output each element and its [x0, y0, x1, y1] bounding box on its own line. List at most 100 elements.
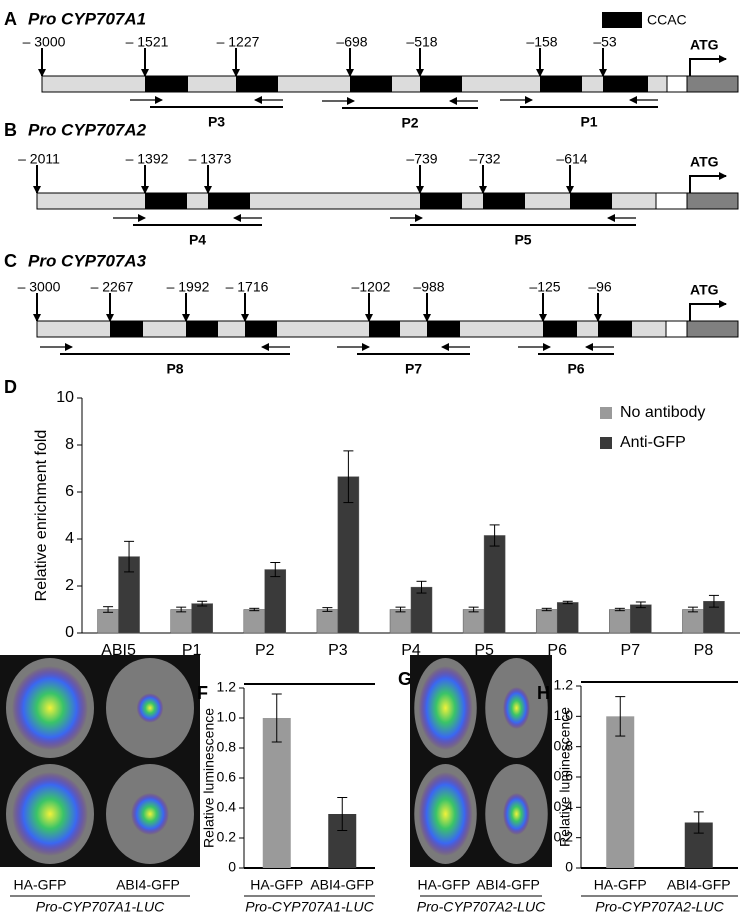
y-tick-label: 0 — [65, 624, 74, 641]
panel-label: H — [537, 683, 550, 703]
luminescence — [12, 666, 88, 750]
ccac-box — [420, 193, 462, 209]
luminescence — [418, 666, 473, 750]
bar — [170, 609, 192, 634]
bar — [410, 586, 433, 634]
legend-label: No antibody — [620, 404, 705, 421]
image-label: HA-GFP — [14, 877, 67, 893]
bar — [630, 604, 652, 634]
luminescence — [136, 693, 164, 723]
utr — [666, 75, 688, 93]
bar — [262, 718, 291, 868]
luminescence — [418, 772, 473, 856]
atg-arrow — [689, 300, 727, 321]
legend-swatch — [600, 407, 612, 419]
primer-label: P7 — [405, 361, 422, 377]
ccac-box — [245, 321, 277, 337]
ccac-box — [483, 193, 525, 209]
y-tick-label: 0 — [228, 859, 236, 875]
y-tick-label: 0.6 — [554, 768, 574, 784]
atg-arrow — [689, 55, 727, 76]
promoter-title: Pro CYP707A3 — [28, 251, 147, 270]
site-label: –53 — [593, 34, 617, 50]
y-tick-label: 0 — [565, 859, 573, 875]
y-axis-label: Relative luminescence — [557, 707, 573, 847]
x-tick-label: P8 — [694, 642, 714, 659]
y-tick-label: 2 — [65, 577, 74, 594]
ccac-legend-label: CCAC — [647, 12, 687, 28]
site-label: – 2011 — [18, 151, 60, 167]
primer-label: P2 — [401, 115, 418, 131]
x-tick-label: P5 — [474, 642, 494, 659]
bar — [97, 609, 119, 634]
ccac-box — [420, 76, 462, 92]
bar — [389, 609, 412, 634]
panel-label: F — [197, 683, 208, 703]
bar — [316, 609, 339, 634]
ccac-box — [208, 193, 250, 209]
site-label: – 2267 — [91, 279, 134, 295]
atg-arrow — [689, 172, 727, 193]
primer-label: P6 — [567, 361, 584, 377]
legend-swatch — [600, 437, 612, 449]
ccac-box — [603, 76, 648, 92]
bar — [462, 609, 485, 634]
ccac-box — [110, 321, 143, 337]
utr — [655, 192, 688, 210]
primer-label: P8 — [166, 361, 183, 377]
ccac-legend-swatch — [602, 12, 642, 28]
panel-label: D — [4, 377, 17, 397]
bar — [264, 569, 287, 634]
start-codon: ATG — [690, 282, 719, 298]
y-tick-label: 8 — [65, 436, 74, 453]
promoter-title: Pro CYP707A1 — [28, 9, 146, 28]
panel-label: C — [4, 251, 17, 271]
coding — [686, 320, 739, 338]
site-label: – 1373 — [189, 151, 232, 167]
bar — [483, 535, 506, 634]
image-label: ABI4-GFP — [116, 877, 180, 893]
site-label: – 1992 — [167, 279, 210, 295]
legend-label: Anti-GFP — [620, 434, 686, 451]
ccac-box — [543, 321, 577, 337]
coding — [686, 75, 739, 93]
x-axis-label: Pro-CYP707A2-LUC — [595, 899, 724, 915]
site-label: –698 — [336, 34, 367, 50]
x-axis-label: Pro-CYP707A1-LUC — [245, 899, 374, 915]
x-tick-label: P4 — [401, 642, 421, 659]
y-tick-label: 0.4 — [554, 798, 574, 814]
utr — [665, 320, 688, 338]
site-label: –158 — [526, 34, 557, 50]
panel-label: G — [398, 669, 412, 689]
x-tick-label: ABI5 — [101, 642, 136, 659]
image-label: HA-GFP — [418, 877, 471, 893]
image-label: ABI4-GFP — [476, 877, 540, 893]
y-tick-label: 0.2 — [217, 829, 237, 845]
x-tick-label: HA-GFP — [250, 877, 303, 893]
start-codon: ATG — [690, 37, 719, 53]
bar — [535, 609, 558, 634]
primer-label: P5 — [514, 232, 531, 248]
x-tick-label: P6 — [547, 642, 567, 659]
luminescence — [503, 687, 530, 729]
y-tick-label: 0.4 — [217, 799, 237, 815]
y-tick-label: 0.8 — [217, 739, 237, 755]
primer-label: P1 — [580, 114, 597, 130]
luminescence — [12, 772, 88, 856]
y-tick-label: 1.2 — [554, 677, 574, 693]
y-tick-label: 0.2 — [554, 828, 574, 844]
promoter-title: Pro CYP707A2 — [28, 120, 147, 139]
primer-label: P3 — [208, 114, 225, 130]
ccac-box — [427, 321, 460, 337]
x-tick-label: ABI4-GFP — [310, 877, 374, 893]
x-tick-label: P1 — [182, 642, 202, 659]
site-label: –614 — [556, 151, 587, 167]
site-label: – 1716 — [226, 279, 269, 295]
site-label: –125 — [529, 279, 560, 295]
site-label: – 3000 — [18, 279, 61, 295]
site-label: –1202 — [352, 279, 391, 295]
site-label: – 1227 — [217, 34, 260, 50]
coding — [686, 192, 739, 210]
site-label: – 1521 — [126, 34, 169, 50]
